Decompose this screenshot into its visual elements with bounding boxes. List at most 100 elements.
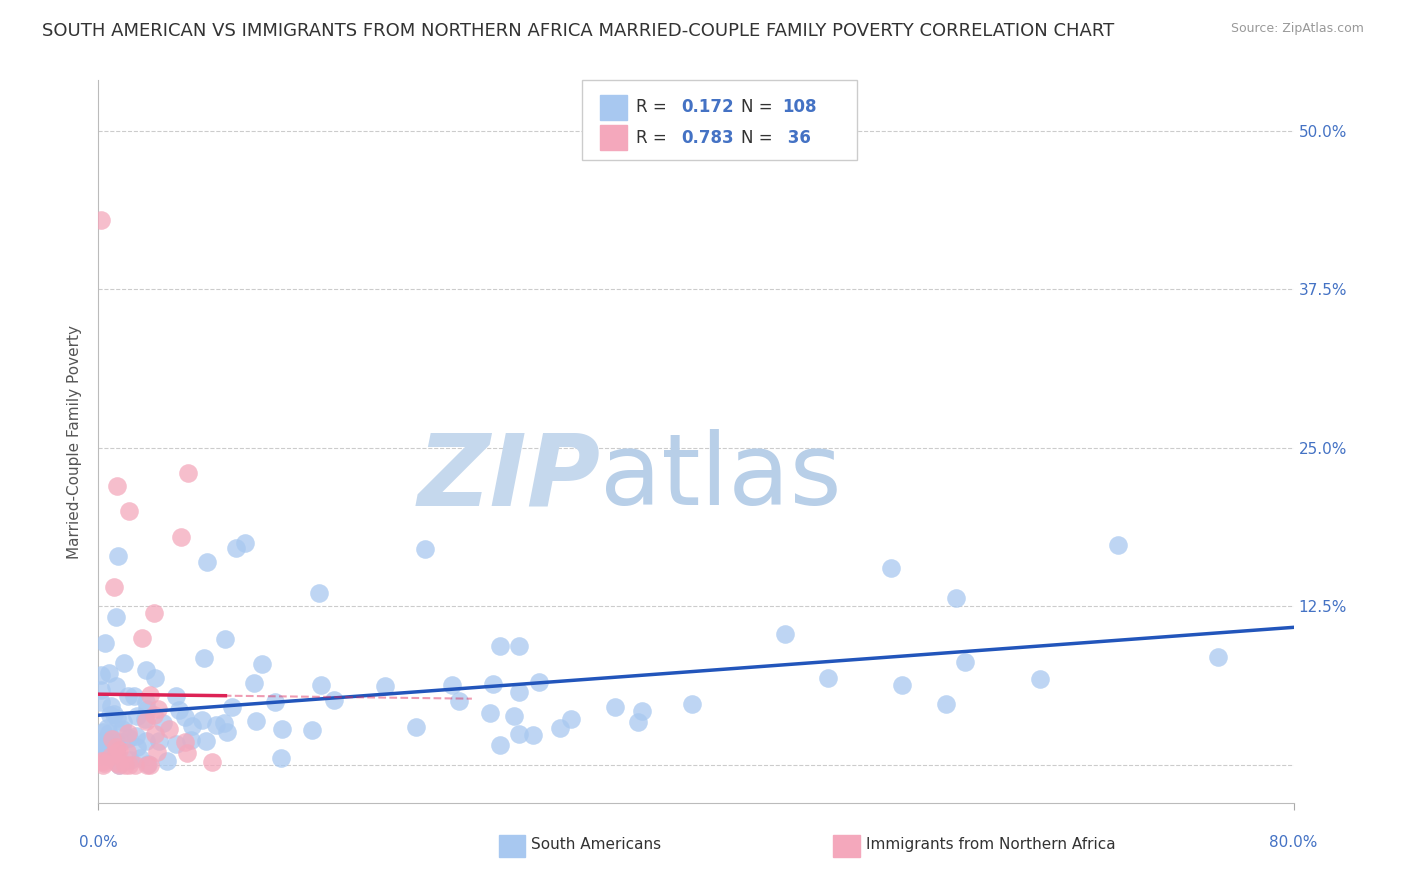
Point [1107,538,1129,552]
Point [135,734,157,748]
Point [193,650,215,665]
Text: 36: 36 [782,129,811,147]
Point [245,714,267,729]
Point [90,682,112,697]
Point [143,671,166,685]
Point [508,685,530,699]
Point [107,711,129,725]
Point [447,693,470,707]
Point [157,723,180,737]
Point [631,704,654,718]
Point [98,747,121,761]
Point [111,715,134,730]
Text: SOUTH AMERICAN VS IMMIGRANTS FROM NORTHERN AFRICA MARRIED-COUPLE FAMILY POVERTY : SOUTH AMERICAN VS IMMIGRANTS FROM NORTHE… [42,22,1115,40]
Point [478,706,501,720]
Point [93,748,115,763]
Point [96,737,118,751]
Point [953,655,976,669]
Point [90,668,112,682]
Point [90,755,112,769]
Point [98,708,121,723]
Point [136,701,159,715]
Point [167,703,190,717]
Point [489,639,512,653]
Point [165,738,187,752]
Bar [834,835,859,857]
Point [91,757,114,772]
Point [101,731,124,746]
Point [90,735,112,749]
Point [104,752,127,766]
Point [225,541,247,555]
Point [214,632,236,646]
Point [1206,650,1229,665]
Point [201,755,224,769]
Point [308,586,330,600]
Point [97,666,120,681]
Bar [600,95,627,120]
Point [170,530,193,544]
Point [136,757,159,772]
Text: ZIP: ZIP [418,429,600,526]
Point [205,717,228,731]
Point [891,678,914,692]
Point [96,740,118,755]
Text: atlas: atlas [600,429,842,526]
Point [103,706,125,721]
Point [107,757,129,772]
Point [105,679,128,693]
Point [263,695,285,709]
Text: South Americans: South Americans [531,838,661,852]
Point [508,639,530,653]
Point [122,689,145,703]
Point [405,720,427,734]
Point [413,541,436,556]
Point [146,745,169,759]
Point [100,699,122,714]
Point [117,690,139,704]
Point [118,757,141,772]
Point [527,675,550,690]
Point [773,626,796,640]
Point [142,606,165,620]
Point [118,731,141,745]
Point [441,678,464,692]
Text: N =: N = [741,98,773,116]
Point [311,678,333,692]
Point [250,657,273,671]
FancyBboxPatch shape [582,80,858,160]
Point [560,712,582,726]
Point [374,679,396,693]
Point [103,580,125,594]
Point [90,695,112,709]
Point [148,702,170,716]
Point [190,713,212,727]
Text: 0.172: 0.172 [682,98,734,116]
Point [135,695,157,709]
Point [91,734,114,748]
Point [111,723,134,737]
Point [108,757,131,772]
Point [548,721,571,735]
Point [143,727,166,741]
Point [118,504,141,518]
Point [212,716,235,731]
Point [97,734,120,748]
Y-axis label: Married-Couple Family Poverty: Married-Couple Family Poverty [67,325,83,558]
Bar [499,835,524,857]
Point [94,636,117,650]
Text: 108: 108 [782,98,817,116]
Point [215,724,238,739]
Point [148,734,170,748]
Point [125,729,148,743]
Point [880,561,903,575]
Point [91,725,114,739]
Point [681,697,703,711]
Text: 80.0%: 80.0% [1270,835,1317,850]
Point [112,657,135,671]
Point [134,712,156,726]
Point [152,715,174,730]
Point [128,750,150,764]
Point [90,212,112,227]
Point [503,709,526,723]
